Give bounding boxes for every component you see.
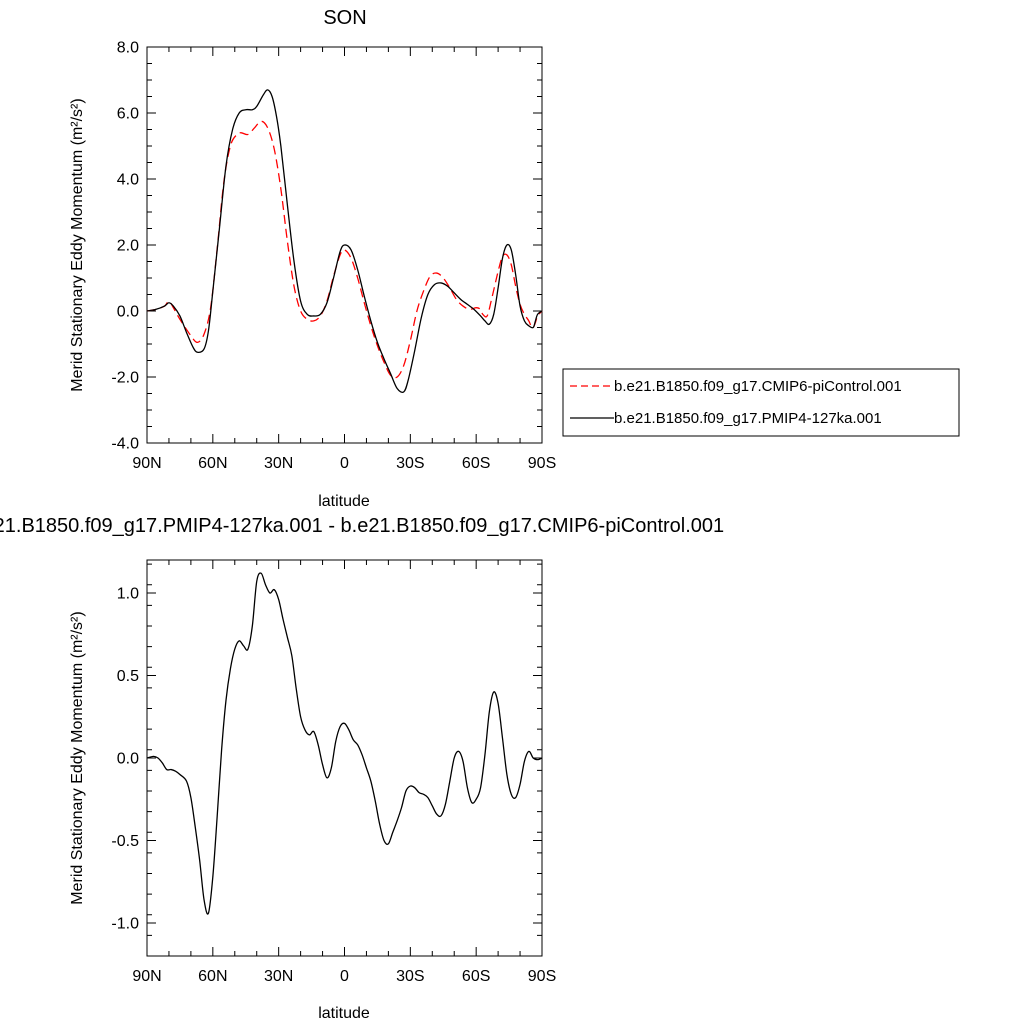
y-tick-label: 0.0 — [117, 304, 139, 321]
x-tick-label: 30N — [264, 455, 293, 472]
x-tick-label: 0 — [340, 455, 349, 472]
bottom-x-axis-label: latitude — [318, 1005, 370, 1022]
y-tick-label: -2.0 — [111, 370, 139, 387]
series-line-picontrol — [146, 120, 543, 379]
x-tick-label: 90N — [132, 455, 161, 472]
y-tick-label: -1.0 — [111, 916, 139, 933]
x-tick-label: 60S — [462, 455, 490, 472]
x-tick-label: 90N — [132, 968, 161, 985]
top-x-ticks: 90N 60N 30N 0 30S 60S 90S — [132, 47, 556, 472]
top-x-axis-label: latitude — [318, 493, 370, 510]
x-tick-label: 30S — [396, 455, 424, 472]
x-tick-label: 60N — [198, 968, 227, 985]
top-series-lines — [146, 89, 543, 393]
x-tick-label: 30N — [264, 968, 293, 985]
x-tick-label: 30S — [396, 968, 424, 985]
y-tick-label: 2.0 — [117, 238, 139, 255]
y-tick-label: 1.0 — [117, 586, 139, 603]
bottom-series-lines — [146, 572, 543, 915]
bottom-panel: b.e21.B1850.f09_g17.PMIP4-127ka.001 - b.… — [0, 515, 724, 1022]
x-tick-label: 60S — [462, 968, 490, 985]
bottom-y-axis-label: Merid Stationary Eddy Momentum (m²/s²) — [69, 611, 86, 904]
legend-label-127ka: b.e21.B1850.f09_g17.PMIP4-127ka.001 — [614, 410, 882, 427]
top-y-axis-label: Merid Stationary Eddy Momentum (m²/s²) — [69, 98, 86, 391]
y-tick-label: 0.0 — [117, 751, 139, 768]
top-y-ticks: 8.0 6.0 4.0 2.0 0.0 -2.0 -4.0 — [111, 40, 542, 453]
x-tick-label: 90S — [528, 968, 556, 985]
legend-box — [562, 368, 960, 437]
bottom-y-ticks: 1.0 0.5 0.0 -0.5 -1.0 — [111, 563, 542, 957]
legend-label-picontrol: b.e21.B1850.f09_g17.CMIP6-piControl.001 — [614, 378, 902, 395]
legend: b.e21.B1850.f09_g17.CMIP6-piControl.001 … — [562, 368, 960, 437]
x-tick-label: 90S — [528, 455, 556, 472]
y-tick-label: -4.0 — [111, 436, 139, 453]
y-tick-label: 4.0 — [117, 172, 139, 189]
bottom-plot-frame — [146, 559, 543, 957]
top-chart-title: SON — [323, 7, 366, 29]
series-line-127ka — [146, 89, 543, 393]
difference-series-line — [146, 572, 543, 915]
y-tick-label: 0.5 — [117, 668, 139, 685]
y-tick-label: -0.5 — [111, 833, 139, 850]
x-tick-label: 60N — [198, 455, 227, 472]
bottom-chart-title: b.e21.B1850.f09_g17.PMIP4-127ka.001 - b.… — [0, 515, 724, 537]
bottom-x-ticks: 90N 60N 30N 0 30S 60S 90S — [132, 560, 556, 985]
y-tick-label: 8.0 — [117, 40, 139, 57]
x-tick-label: 0 — [340, 968, 349, 985]
top-panel: SON 8.0 6.0 4.0 2.0 0.0 -2.0 -4.0 90N 60N 30N 0 30… — [69, 7, 960, 510]
y-tick-label: 6.0 — [117, 106, 139, 123]
